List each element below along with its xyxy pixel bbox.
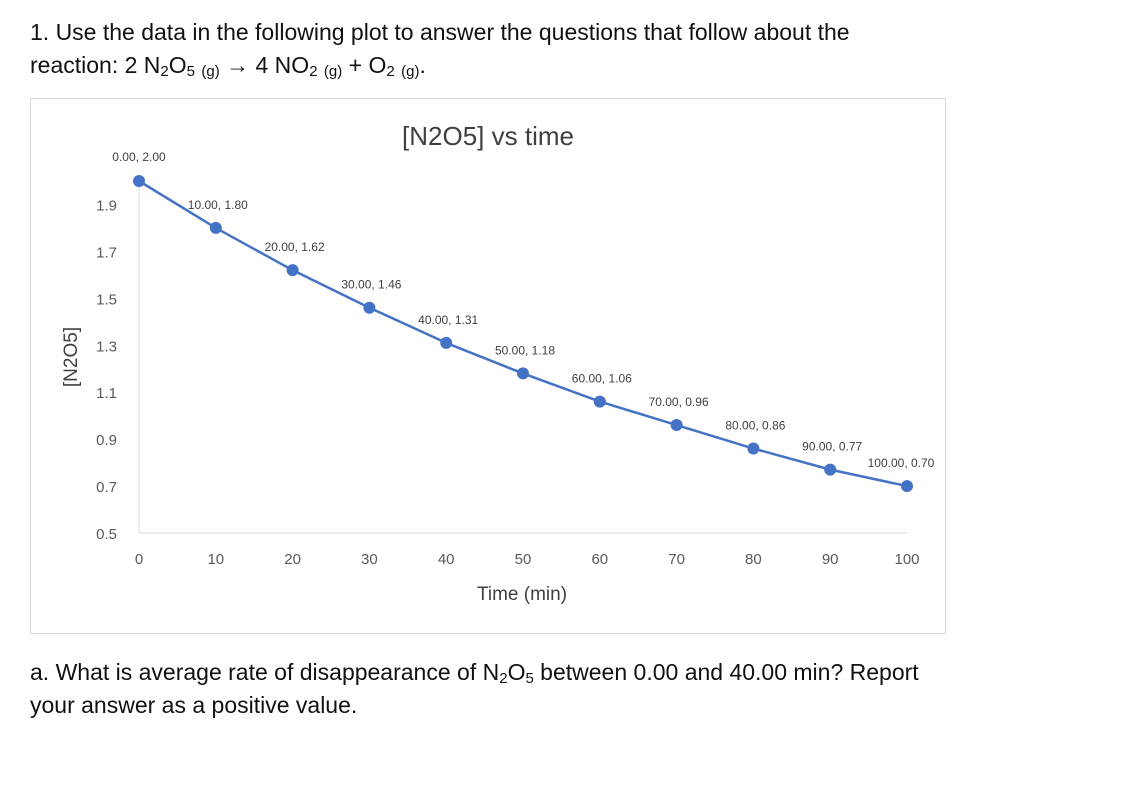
x-tick-label: 20: [284, 551, 301, 568]
question-1-reaction: reaction: 2 N2O5 (g) → 4 NO2 (g) + O2 (g…: [30, 49, 1120, 88]
reaction-plus-text: + O: [348, 52, 387, 78]
data-label: 60.00, 1.06: [572, 372, 632, 386]
data-label: 80.00, 0.86: [725, 419, 785, 433]
x-tick-label: 90: [822, 551, 839, 568]
x-tick-label: 50: [515, 551, 532, 568]
y-tick-label: 1.5: [96, 291, 117, 308]
data-point: [517, 367, 529, 380]
data-point: [901, 480, 913, 493]
axes: [138, 179, 907, 534]
data-label: 40.00, 1.31: [418, 313, 478, 327]
data-point: [363, 301, 376, 314]
x-tick-label: 40: [438, 551, 455, 568]
y-axis-label: [N2O5]: [61, 327, 82, 387]
reaction-phase-c: (g): [401, 63, 420, 80]
reaction-text-a: reaction: 2 N: [30, 52, 161, 78]
data-label: 10.00, 1.80: [188, 198, 248, 212]
series-group: [133, 175, 913, 493]
reaction-sub-d: 2: [386, 63, 395, 80]
x-tick-labels: 0 10 20 30 40 50 60 70 80 90 100: [135, 551, 920, 568]
question-1-line-1: 1. Use the data in the following plot to…: [30, 19, 850, 45]
question-a: a. What is average rate of disappearance…: [30, 656, 1120, 722]
data-label-group: 0.00, 2.00 10.00, 1.80 20.00, 1.62 30.00, 1…: [112, 150, 934, 470]
x-tick-label: 70: [668, 551, 685, 568]
question-a-text-b: O: [507, 659, 526, 685]
x-tick-label: 100: [894, 551, 919, 568]
question-a-line-2: your answer as a positive value.: [30, 692, 358, 718]
data-label: 90.00, 0.77: [802, 440, 862, 454]
chart-frame: [N2O5] vs time [N2O5] Time (min) 0.5 0.7 0…: [30, 98, 946, 634]
reaction-sub-c: 2: [309, 63, 318, 80]
data-point: [286, 264, 299, 277]
question-1: 1. Use the data in the following plot to…: [30, 16, 1120, 88]
data-point: [593, 395, 606, 408]
x-axis-label: Time (min): [477, 584, 567, 605]
question-a-line-1: a. What is average rate of disappearance…: [30, 656, 1120, 689]
chart-title: [N2O5] vs time: [402, 121, 574, 151]
question-a-text-a: a. What is average rate of disappearance…: [30, 659, 500, 685]
data-point: [747, 442, 760, 455]
x-tick-label: 10: [207, 551, 224, 568]
data-label: 100.00, 0.70: [868, 456, 935, 470]
data-point: [133, 175, 145, 187]
x-tick-label: 80: [745, 551, 762, 568]
data-point: [670, 419, 683, 432]
data-point: [209, 221, 222, 234]
data-label: 50.00, 1.18: [495, 343, 555, 357]
y-tick-label: 1.7: [96, 244, 117, 261]
y-tick-label: 1.1: [96, 385, 117, 402]
question-a-sub-b: 5: [525, 670, 534, 687]
y-tick-labels: 0.5 0.7 0.9 1.1 1.3 1.5 1.7 1.9: [96, 197, 117, 543]
reaction-sub-b: 5: [186, 63, 195, 80]
x-tick-label: 0: [135, 551, 143, 568]
data-point: [440, 336, 453, 349]
data-label: 70.00, 0.96: [649, 395, 709, 409]
data-label: 30.00, 1.46: [341, 278, 401, 292]
question-a-sub-a: 2: [499, 670, 508, 687]
data-label: 20.00, 1.62: [265, 240, 325, 254]
y-tick-label: 1.3: [96, 338, 117, 355]
y-tick-label: 1.9: [96, 197, 117, 214]
reaction-arrow-text: → 4 NO: [226, 52, 310, 78]
series-line: [138, 179, 908, 488]
reaction-phase-a: (g): [201, 63, 220, 80]
data-label: 0.00, 2.00: [112, 150, 166, 164]
y-tick-label: 0.5: [96, 526, 117, 543]
question-a-text-c: between 0.00 and 40.00 min? Report: [533, 659, 919, 685]
x-tick-label: 60: [591, 551, 608, 568]
concentration-chart: [N2O5] vs time [N2O5] Time (min) 0.50.70…: [61, 121, 935, 605]
reaction-sub-a: 2: [160, 63, 169, 80]
reaction-text-b: O: [168, 52, 187, 78]
y-tick-label: 0.7: [96, 479, 117, 496]
data-point: [824, 463, 837, 476]
y-tick-label: 0.9: [96, 432, 117, 449]
x-tick-label: 30: [361, 551, 378, 568]
reaction-period: .: [419, 52, 426, 78]
reaction-phase-b: (g): [323, 63, 343, 80]
